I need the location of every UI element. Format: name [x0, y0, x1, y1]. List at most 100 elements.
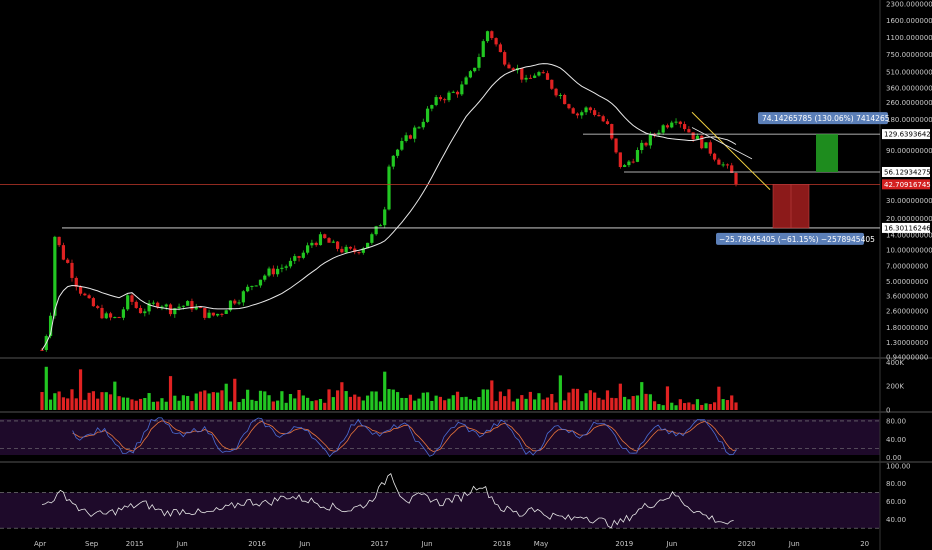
volume-bar: [254, 400, 258, 410]
candle-body: [687, 129, 691, 133]
volume-bar: [473, 400, 477, 410]
candle-body: [665, 125, 670, 128]
candle-body: [211, 312, 215, 316]
volume-bar: [207, 393, 211, 410]
candle-body: [704, 142, 708, 149]
volume-bar: [533, 399, 537, 410]
candle-body: [57, 236, 61, 246]
volume-bar: [631, 396, 635, 410]
volume-bar: [575, 388, 580, 410]
volume-bar: [614, 398, 618, 410]
volume-tick-label: 0: [886, 407, 890, 415]
rsi-line: [41, 473, 734, 529]
candle-body: [361, 248, 365, 253]
price-tick-label: 5.00000000: [886, 278, 928, 286]
candle-body: [138, 307, 143, 314]
rsi-band: [0, 492, 880, 529]
volume-bar: [541, 399, 545, 410]
candle-body: [228, 300, 233, 311]
candle-body: [712, 153, 717, 160]
candle-body: [417, 127, 421, 129]
volume-bar: [545, 397, 550, 410]
volume-bar: [48, 399, 53, 410]
price-tick-label: 260.00000000: [886, 99, 932, 107]
volume-bar: [460, 397, 464, 410]
candle-body: [528, 77, 532, 79]
stochastic-rsi-lines: [72, 417, 737, 458]
candle-body: [263, 275, 267, 280]
volume-bar: [181, 395, 185, 410]
candle-body: [220, 313, 224, 315]
volume-bar: [198, 391, 203, 410]
candle-body: [421, 121, 425, 128]
candle-body: [301, 252, 305, 258]
time-tick-label: 2020: [738, 540, 756, 548]
candle-body: [173, 308, 177, 315]
volume-bar: [378, 401, 383, 410]
candle-body: [160, 306, 164, 308]
candle-body: [224, 310, 228, 314]
candle-body: [147, 303, 151, 312]
volume-bar: [87, 392, 91, 410]
volume-bar: [524, 398, 528, 410]
lower-box-label: −25.78945405 (−61.15%) −2578945405: [719, 235, 875, 244]
volume-bar: [348, 396, 353, 410]
candle-body: [408, 135, 413, 139]
price-tick-label: 360.00000000: [886, 84, 932, 92]
volume-bar: [387, 389, 391, 410]
volume-bar: [653, 401, 657, 410]
candle-body: [370, 234, 374, 243]
volume-bar: [335, 390, 340, 410]
volume-bar: [340, 382, 344, 410]
candle-body: [533, 75, 537, 78]
candle-body: [391, 155, 395, 167]
volume-bar: [640, 382, 644, 410]
volume-bar: [250, 399, 254, 410]
candle-body: [134, 301, 138, 308]
price-tick-label: 10.00000000: [886, 247, 932, 255]
volume-bar: [233, 378, 237, 410]
candle-body: [481, 41, 485, 58]
volume-bar: [271, 401, 275, 410]
upper-resistance-tag: 129.63936428: [884, 131, 932, 139]
volume-bar: [280, 391, 284, 410]
price-tick-label: 2300.00000000: [886, 1, 932, 9]
candle-body: [404, 135, 408, 142]
volume-bar: [593, 392, 597, 410]
candle-body: [580, 112, 584, 116]
volume-bar: [151, 401, 155, 410]
candle-body: [464, 77, 468, 85]
volume-bar: [528, 391, 532, 410]
volume-bars: [40, 366, 738, 410]
time-tick-label: May: [534, 540, 548, 548]
volume-bar: [190, 401, 194, 410]
candle-body: [661, 125, 665, 133]
volume-bar: [665, 386, 670, 410]
candle-body: [631, 161, 635, 163]
candle-body: [61, 245, 66, 260]
volume-bar: [74, 398, 78, 410]
candle-body: [601, 116, 605, 122]
candle-body: [297, 256, 301, 258]
candle-body: [451, 91, 455, 93]
volume-bar: [391, 389, 395, 410]
volume-bar: [314, 400, 318, 410]
time-tick-label: 20: [860, 540, 869, 548]
candle-body: [327, 238, 331, 243]
time-tick-label: Jun: [665, 540, 677, 548]
volume-tick-label: 400K: [886, 359, 904, 367]
volume-bar: [143, 398, 147, 410]
candle-body: [288, 260, 293, 267]
candle-body: [207, 312, 211, 318]
volume-bar: [61, 397, 66, 410]
candle-body: [554, 88, 558, 96]
candle-body: [618, 152, 622, 167]
volume-bar: [485, 389, 490, 410]
candle-body: [700, 135, 704, 149]
volume-bar: [537, 393, 541, 410]
candle-body: [455, 91, 460, 95]
candle-body: [280, 267, 284, 269]
volume-tick-label: 200K: [886, 383, 904, 391]
volume-bar: [370, 391, 374, 410]
